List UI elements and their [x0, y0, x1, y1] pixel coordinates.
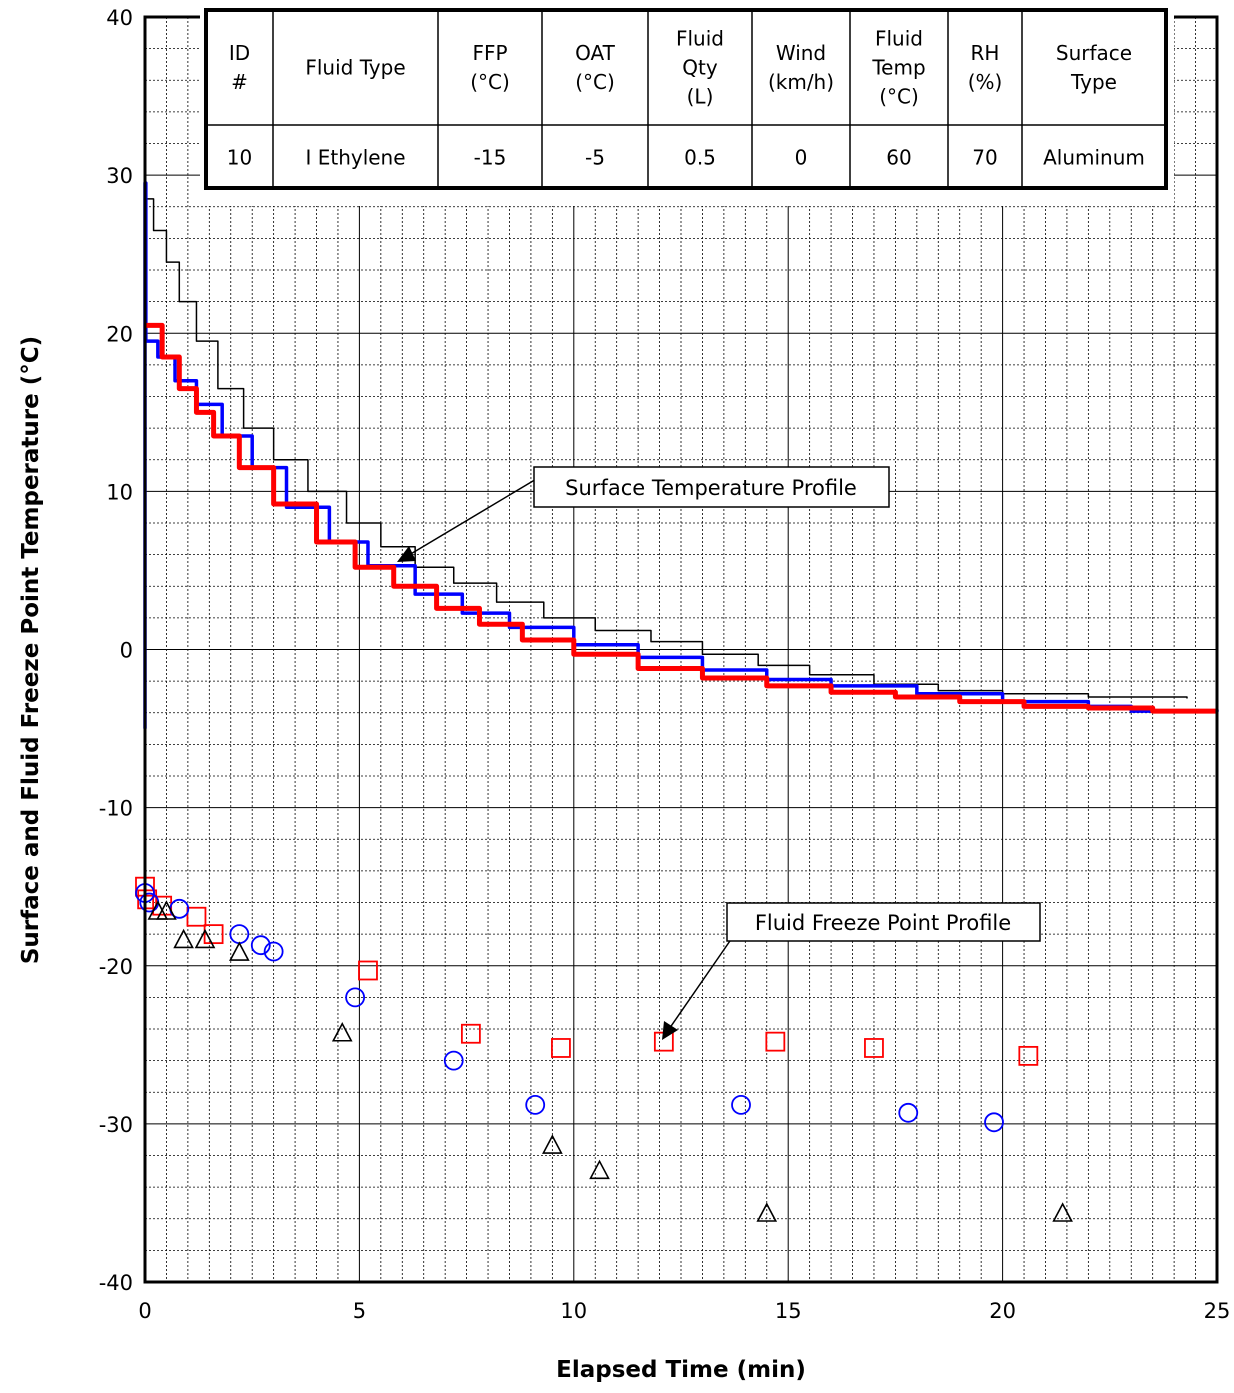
- table-header-text: Surface: [1056, 41, 1132, 65]
- data-point-square: [460, 1023, 481, 1044]
- x-tick-label: 5: [353, 1299, 366, 1323]
- table-header-text: (L): [687, 85, 714, 109]
- table-header-text: Fluid Type: [305, 56, 405, 80]
- data-point-circle: [731, 1095, 751, 1115]
- surface-callout-arrowhead: [397, 546, 416, 562]
- surface-callout-box: [533, 466, 890, 508]
- data-point-circle: [345, 987, 366, 1008]
- x-tick-label: 15: [775, 1299, 802, 1323]
- data-point-circle: [443, 1050, 464, 1071]
- table-header-text: #: [231, 70, 248, 94]
- data-point-triangle: [1052, 1202, 1073, 1222]
- table-header-text: Temp: [871, 56, 925, 80]
- table-header-text: Type: [1070, 70, 1117, 94]
- x-tick-label: 20: [989, 1299, 1016, 1323]
- y-tick-label: 30: [106, 164, 133, 188]
- surface-callout-label: Surface Temperature Profile: [565, 476, 857, 500]
- y-tick-labels: 40 30 20 10 0 -10 -20 -30 -40: [99, 6, 133, 1295]
- x-tick-labels: 0 5 10 15 20 25: [138, 1299, 1230, 1323]
- y-axis-title: Surface and Fluid Freeze Point Temperatu…: [18, 336, 44, 964]
- table-header-text: Fluid: [676, 27, 724, 51]
- freeze-callout-arrowhead: [662, 1021, 678, 1040]
- table-header-text: (°C): [575, 70, 615, 94]
- data-point-circle: [984, 1112, 1004, 1133]
- series-markers: [135, 876, 1073, 1222]
- table-cell: 70: [972, 146, 997, 170]
- table-cell: -15: [474, 146, 507, 170]
- y-tick-label: -40: [99, 1271, 133, 1295]
- data-point-triangle: [194, 928, 216, 949]
- series-line-1: [143, 181, 1219, 729]
- table-header-text: Qty: [682, 56, 718, 80]
- y-tick-label: 20: [106, 322, 133, 346]
- series-lines: [143, 181, 1219, 729]
- table-cell: I Ethylene: [305, 146, 405, 170]
- table-cell: Aluminum: [1043, 146, 1145, 170]
- data-point-triangle: [156, 900, 177, 920]
- table-frame: [204, 8, 1168, 190]
- table-header-text: (°C): [879, 85, 919, 109]
- data-point-circle: [525, 1095, 546, 1115]
- callouts: Surface Temperature Profile Fluid Freeze…: [397, 466, 1041, 1040]
- data-point-triangle: [589, 1159, 610, 1180]
- data-point-square: [864, 1038, 884, 1058]
- x-axis-title: Elapsed Time (min): [556, 1357, 806, 1383]
- table-header-text: Wind: [776, 41, 826, 65]
- data-point-circle: [263, 941, 284, 962]
- table-header-text: RH: [971, 41, 1000, 65]
- series-line-2: [145, 322, 1217, 714]
- y-tick-label: -20: [99, 955, 133, 979]
- x-tick-label: 25: [1204, 1299, 1231, 1323]
- freeze-callout-label: Fluid Freeze Point Profile: [755, 911, 1011, 935]
- data-point-square: [551, 1038, 571, 1058]
- table-cell: 0.5: [684, 146, 716, 170]
- data-point-square: [358, 960, 378, 981]
- table-cell: 10: [227, 146, 252, 170]
- table-header-text: ID: [229, 41, 250, 65]
- freeze-callout-arrow: [666, 937, 733, 1033]
- table-header-text: (km/h): [768, 70, 834, 94]
- fluid-info-table: ID # Fluid Type FFP (°C) OAT (°C) Fluid Qty (L) Wi…: [200, 4, 1174, 206]
- data-point-square: [1018, 1045, 1039, 1066]
- freeze-callout-box: [726, 902, 1041, 942]
- table-header-text: Fluid: [875, 27, 923, 51]
- table-cell: 0: [795, 146, 808, 170]
- y-tick-label: -10: [99, 797, 133, 821]
- data-point-triangle: [542, 1134, 563, 1154]
- table-header-text: (%): [968, 70, 1003, 94]
- table-cell: 60: [886, 146, 911, 170]
- surface-callout-arrow: [403, 477, 539, 559]
- data-point-triangle: [173, 928, 194, 949]
- y-tick-label: 0: [120, 639, 133, 663]
- x-tick-label: 0: [138, 1299, 151, 1323]
- data-point-square: [203, 924, 224, 945]
- data-point-triangle: [229, 941, 250, 961]
- table-header-text: (°C): [470, 70, 510, 94]
- data-point-circle: [898, 1102, 919, 1123]
- data-point-triangle: [756, 1202, 778, 1222]
- y-tick-label: 40: [106, 6, 133, 30]
- table-cell: -5: [585, 146, 605, 170]
- y-tick-label: -30: [99, 1113, 133, 1137]
- y-tick-label: 10: [106, 480, 133, 504]
- data-point-triangle: [331, 1022, 353, 1042]
- table-header-text: FFP: [472, 41, 507, 65]
- x-tick-label: 10: [560, 1299, 587, 1323]
- series-line-0: [144, 198, 1188, 729]
- data-point-square: [186, 906, 207, 927]
- table-header-text: OAT: [575, 41, 616, 65]
- data-point-circle: [250, 935, 271, 956]
- data-point-square: [765, 1031, 786, 1052]
